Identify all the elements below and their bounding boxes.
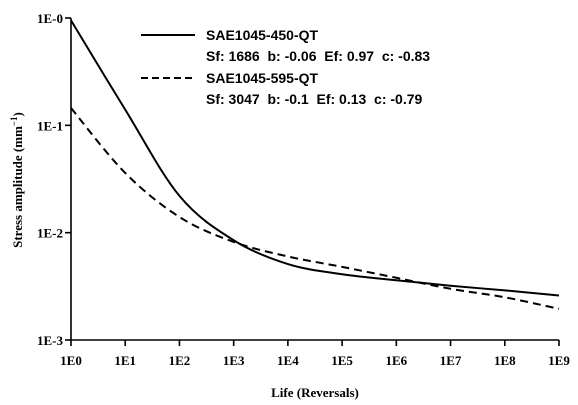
plot-area: [70, 19, 560, 310]
x-tick-label: 1E0: [60, 353, 82, 368]
x-tick-label: 1E3: [223, 353, 245, 368]
x-tick-label: 1E8: [494, 353, 516, 368]
y-tick-label: 1E-3: [37, 333, 64, 348]
y-axis-title-main: Stress amplitude (mm: [10, 126, 25, 248]
x-ticks: 1E0 1E1 1E2 1E3 1E4 1E5 1E6 1E7 1E8 1E9: [60, 340, 570, 368]
series-line-1: [70, 19, 560, 297]
x-tick-label: 1E5: [331, 353, 353, 368]
legend-params-series-1: Sf: 1686 b: -0.06 Ef: 0.97 c: -0.83: [206, 48, 430, 64]
series-line-2: [70, 107, 560, 310]
y-tick-label: 1E-2: [37, 226, 63, 241]
x-axis-title: Life (Reversals): [271, 385, 359, 400]
x-tick-label: 1E7: [440, 353, 462, 368]
y-ticks: 1E-0 1E-1 1E-2 1E-3: [37, 11, 71, 348]
legend-label-series-2: SAE1045-595-QT: [206, 70, 319, 86]
legend-params-series-2: Sf: 3047 b: -0.1 Ef: 0.13 c: -0.79: [206, 91, 423, 107]
x-tick-label: 1E4: [277, 353, 299, 368]
x-tick-label: 1E6: [385, 353, 407, 368]
legend: SAE1045-450-QT Sf: 1686 b: -0.06 Ef: 0.9…: [141, 27, 430, 107]
x-tick-label: 1E2: [169, 353, 191, 368]
axes: [70, 18, 559, 341]
x-tick-label: 1E1: [114, 353, 136, 368]
y-tick-label: 1E-0: [37, 11, 63, 26]
y-axis-title-close: ): [10, 112, 25, 116]
x-tick-label: 1E9: [548, 353, 570, 368]
y-axis-title: Stress amplitude (mm−1): [9, 112, 25, 248]
y-tick-label: 1E-1: [37, 118, 63, 133]
legend-label-series-1: SAE1045-450-QT: [206, 27, 319, 43]
y-axis-title-superscript: −1: [9, 116, 19, 126]
